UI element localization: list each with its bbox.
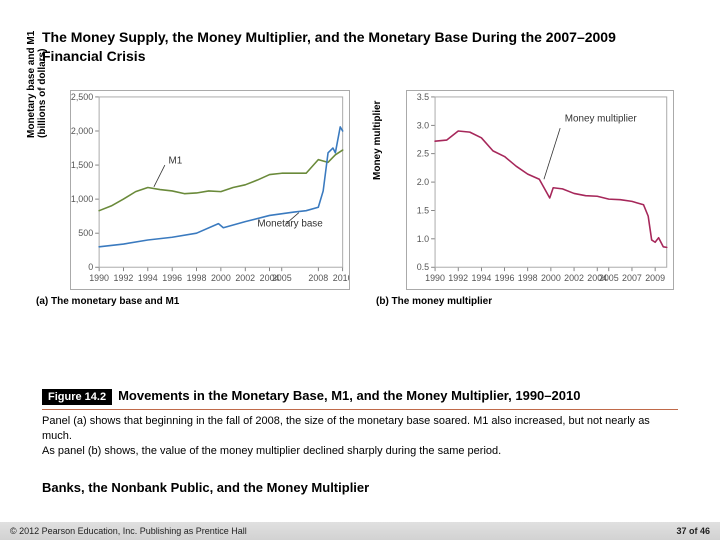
page-number: 37 of 46	[676, 526, 710, 536]
svg-text:1,500: 1,500	[71, 160, 93, 170]
copyright-text: © 2012 Pearson Education, Inc. Publishin…	[10, 526, 247, 536]
svg-text:2009: 2009	[645, 273, 665, 283]
svg-text:1990: 1990	[89, 273, 109, 283]
panel-a-ylabel: Monetary base and M1 (billions of dollar…	[26, 31, 48, 138]
footer-bar: © 2012 Pearson Education, Inc. Publishin…	[0, 522, 720, 540]
svg-text:3.5: 3.5	[417, 92, 429, 102]
svg-text:1994: 1994	[138, 273, 158, 283]
svg-text:2.5: 2.5	[417, 149, 429, 159]
svg-text:2010: 2010	[333, 273, 350, 283]
svg-text:Money multiplier: Money multiplier	[565, 113, 638, 124]
figure-title: Movements in the Monetary Base, M1, and …	[118, 388, 580, 403]
slide-title: The Money Supply, the Money Multiplier, …	[42, 28, 662, 66]
svg-text:500: 500	[78, 228, 93, 238]
svg-text:Monetary base: Monetary base	[257, 218, 323, 229]
svg-text:1996: 1996	[162, 273, 182, 283]
panel-b-caption: (b) The money multiplier	[376, 296, 688, 307]
panel-b-svg: 0.5 1.0 1.5 2.0 2.5 3.0 3.5 199019921994 1996199…	[406, 90, 674, 290]
svg-text:2002: 2002	[564, 273, 584, 283]
svg-text:2005: 2005	[599, 273, 619, 283]
svg-text:1,000: 1,000	[71, 194, 93, 204]
panel-b-ylabel: Money multiplier	[372, 101, 383, 180]
svg-text:2005: 2005	[272, 273, 292, 283]
svg-text:2000: 2000	[211, 273, 231, 283]
page-total: 46	[700, 526, 710, 536]
page-of: of	[689, 526, 698, 536]
figure-description-p1: Panel (a) shows that beginning in the fa…	[42, 414, 678, 444]
figure-caption-row: Figure 14.2 Movements in the Monetary Ba…	[42, 388, 678, 410]
svg-text:1.0: 1.0	[417, 234, 429, 244]
svg-text:2000: 2000	[541, 273, 561, 283]
svg-text:1994: 1994	[471, 273, 491, 283]
figure-description: Panel (a) shows that beginning in the fa…	[42, 414, 678, 459]
svg-text:1998: 1998	[187, 273, 207, 283]
svg-text:1992: 1992	[114, 273, 134, 283]
svg-text:2002: 2002	[235, 273, 255, 283]
panel-a-caption: (a) The monetary base and M1	[36, 296, 358, 307]
panel-a-svg: 0 500 1,000 1,500 2,000 2,500 1990 1992 1994 1996…	[70, 90, 350, 290]
panel-b: Money multiplier 0.5 1.0 1.5 2.0 2.5 3.0 3.5 19…	[372, 90, 688, 307]
page-current: 37	[676, 526, 686, 536]
svg-text:2008: 2008	[308, 273, 328, 283]
svg-text:1990: 1990	[425, 273, 445, 283]
svg-text:2.0: 2.0	[417, 177, 429, 187]
section-heading: Banks, the Nonbank Public, and the Money…	[42, 480, 369, 495]
svg-text:1.5: 1.5	[417, 205, 429, 215]
figure-number-badge: Figure 14.2	[42, 389, 112, 405]
svg-text:1998: 1998	[518, 273, 538, 283]
svg-text:2007: 2007	[622, 273, 642, 283]
figure-description-p2: As panel (b) shows, the value of the mon…	[42, 444, 678, 459]
svg-text:1992: 1992	[448, 273, 468, 283]
svg-text:0: 0	[88, 262, 93, 272]
svg-text:M1: M1	[169, 156, 183, 167]
svg-text:2,500: 2,500	[71, 92, 93, 102]
svg-text:0.5: 0.5	[417, 262, 429, 272]
svg-text:1996: 1996	[495, 273, 515, 283]
charts-container: Monetary base and M1 (billions of dollar…	[32, 90, 688, 350]
svg-text:2,000: 2,000	[71, 126, 93, 136]
svg-text:3.0: 3.0	[417, 120, 429, 130]
panel-a: Monetary base and M1 (billions of dollar…	[32, 90, 358, 307]
